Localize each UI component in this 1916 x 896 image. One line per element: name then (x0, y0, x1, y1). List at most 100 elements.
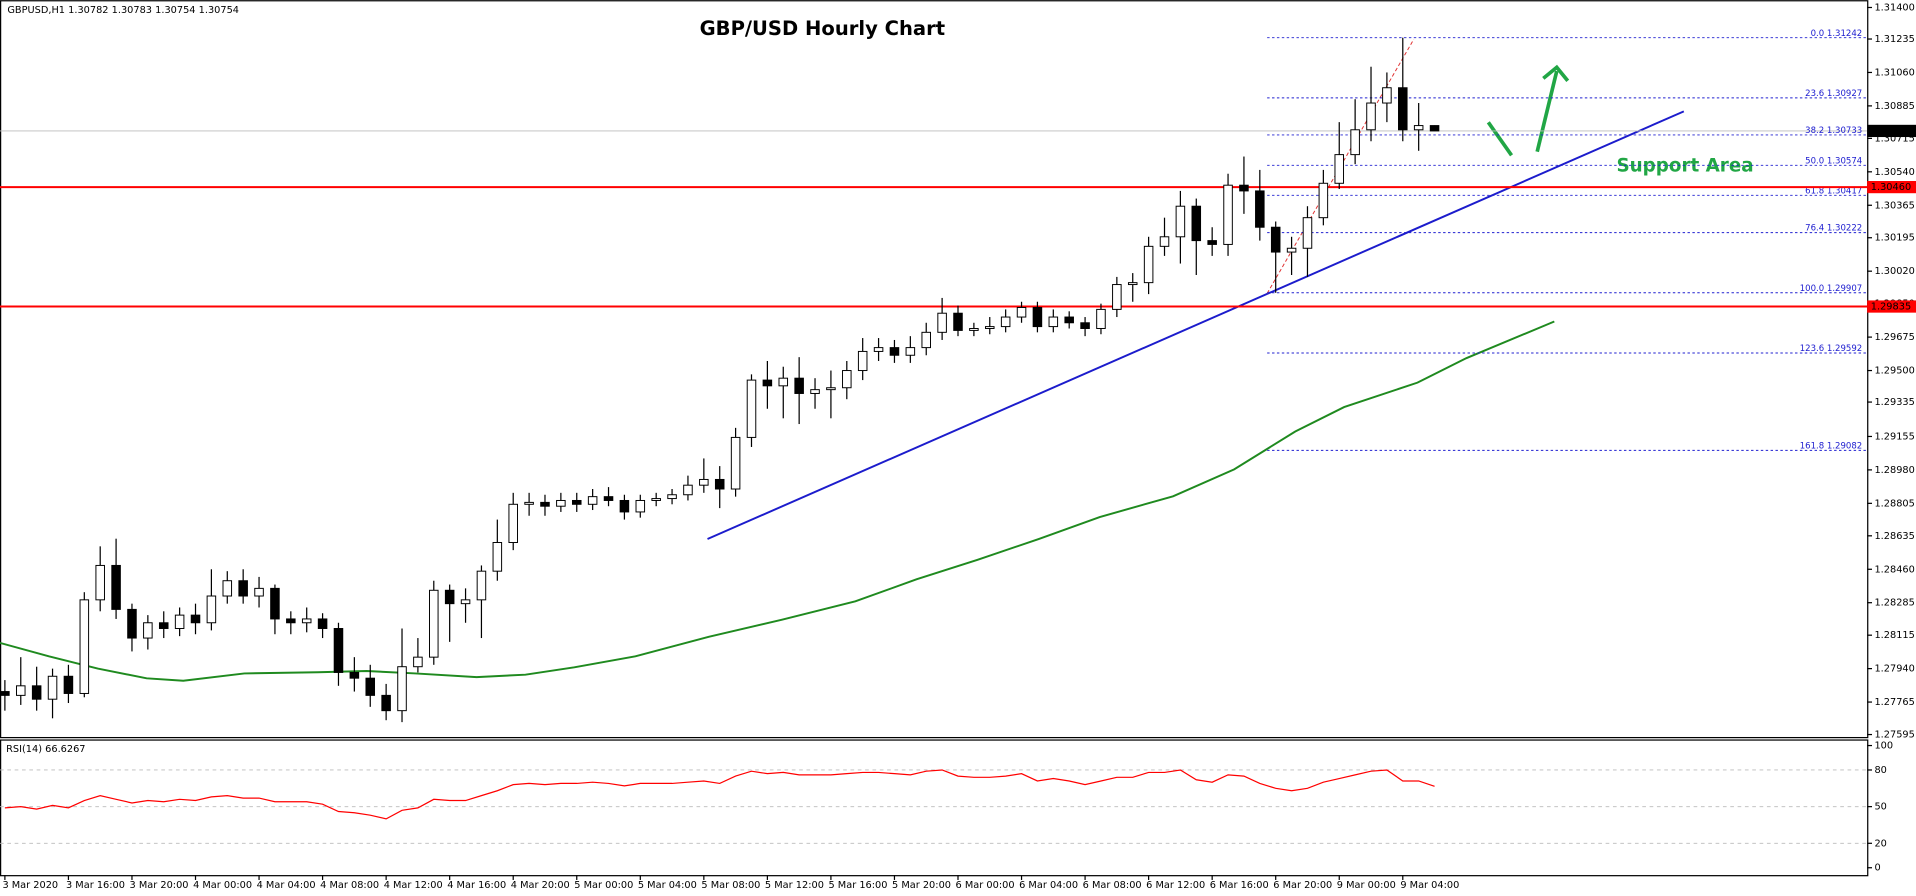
candle-body (587, 496, 598, 505)
level-label: 1.30460 (1871, 182, 1911, 193)
rsi-tick-label: 0 (1874, 863, 1880, 874)
candle-body (0, 691, 10, 696)
y-tick-label: 1.30885 (1874, 101, 1914, 112)
candle-body (810, 389, 820, 394)
candle-body (683, 484, 693, 496)
x-tick-label: 4 Mar 16:00 (447, 880, 506, 891)
y-tick-label: 1.28460 (1874, 564, 1914, 575)
candle-body (143, 622, 153, 639)
annotation: Support Area (1616, 155, 1753, 176)
fib-ratio: 123.6 (1800, 344, 1824, 354)
candle-body (937, 312, 947, 333)
y-tick-label: 1.27595 (1874, 730, 1914, 741)
candle-body (222, 580, 233, 597)
candle-body (301, 618, 312, 624)
level-box (1867, 180, 1916, 194)
y-tick-label: 1.31060 (1874, 67, 1914, 78)
fib-price: 1.30574 (1827, 156, 1862, 166)
candle-body (794, 377, 804, 394)
candle-body (1382, 87, 1392, 104)
candle-body (746, 379, 757, 438)
x-tick-label: 5 Mar 00:00 (574, 880, 633, 891)
fib-price: 1.29592 (1827, 344, 1862, 354)
candle-body (921, 331, 931, 349)
candle-body (1032, 306, 1043, 328)
candle-body (889, 347, 900, 356)
candle-body (111, 564, 121, 610)
y-tick-label: 1.30365 (1874, 200, 1914, 211)
candle-body (1096, 308, 1106, 329)
fib-ratio: 38.2 (1805, 126, 1824, 136)
candle-body (1175, 205, 1186, 238)
candle-body (857, 350, 868, 372)
candle-body (635, 499, 646, 513)
candle-body (1270, 226, 1281, 253)
fib-price: 1.30417 (1827, 186, 1862, 196)
x-tick-label: 6 Mar 12:00 (1146, 880, 1205, 891)
candle-body (460, 599, 471, 605)
main-panel (0, 0, 1869, 739)
candle-body (270, 587, 280, 620)
x-tick-label: 5 Mar 04:00 (638, 880, 697, 891)
candle-body (1350, 129, 1360, 156)
candle-body (95, 564, 105, 601)
candle-body (730, 436, 741, 490)
candle-body (1429, 125, 1440, 132)
candle-body (397, 666, 407, 712)
y-tick-label: 1.27765 (1874, 697, 1914, 708)
y-tick-label: 1.30540 (1874, 167, 1914, 178)
candle-body (333, 628, 344, 673)
candle-body (1191, 205, 1202, 242)
candle-body (31, 685, 42, 700)
candle-body (619, 499, 630, 513)
fib-price: 1.30733 (1827, 126, 1862, 136)
level-label: 1.29835 (1871, 302, 1911, 313)
candle-body (365, 677, 376, 696)
candle-body (524, 501, 534, 505)
candle-body (1064, 316, 1074, 324)
y-tick-label: 1.31235 (1874, 34, 1914, 45)
x-tick-label: 6 Mar 20:00 (1273, 880, 1332, 891)
candle-body (317, 618, 328, 629)
x-tick-label: 3 Mar 16:00 (66, 880, 125, 891)
candle-body (1127, 282, 1138, 286)
rsi-tick-label: 20 (1874, 838, 1886, 849)
candle-body (556, 499, 566, 507)
fib-ratio: 76.4 (1805, 223, 1824, 233)
rsi-value: 66.6267 (45, 744, 85, 755)
candle-body (1398, 87, 1408, 131)
x-tick-label: 4 Mar 20:00 (511, 880, 570, 891)
candle-body (1080, 322, 1090, 329)
candle-body (1255, 190, 1265, 228)
price-box-label: 1.30754 (1871, 126, 1911, 137)
candle-body (667, 494, 677, 500)
x-tick-label: 5 Mar 12:00 (765, 880, 824, 891)
candle-body (651, 498, 661, 501)
y-tick-label: 1.27940 (1874, 664, 1914, 675)
candle-body (1286, 247, 1297, 253)
candle-body (842, 370, 852, 389)
moving-average (0, 320, 1555, 682)
y-tick-label: 1.28635 (1874, 531, 1914, 542)
fib-ratio: 50.0 (1805, 156, 1824, 166)
candle-body (826, 387, 836, 391)
candle-body (508, 503, 518, 543)
candle-body (714, 478, 725, 490)
fib-ratio: 100.0 (1800, 283, 1824, 293)
y-tick-label: 1.28805 (1874, 498, 1914, 509)
y-tick-label: 1.29675 (1874, 332, 1914, 343)
rsi-tick-label: 80 (1874, 765, 1886, 776)
candle-body (158, 622, 169, 629)
candle-body (540, 501, 550, 507)
candle-body (905, 347, 916, 356)
x-tick-label: 9 Mar 04:00 (1400, 880, 1459, 891)
fib-ratio: 23.6 (1805, 88, 1824, 98)
fib-label: 100.0 1.29907 (1800, 283, 1863, 293)
candle-body (762, 379, 773, 387)
candle-body (381, 694, 391, 712)
fib-label: 23.6 1.30927 (1805, 88, 1862, 98)
candle-body (1318, 182, 1329, 219)
fib-label: 0.0 1.31242 (1811, 28, 1863, 38)
fib-label: 50.0 1.30574 (1805, 156, 1862, 166)
ohlc-close: 1.30754 (199, 5, 239, 16)
